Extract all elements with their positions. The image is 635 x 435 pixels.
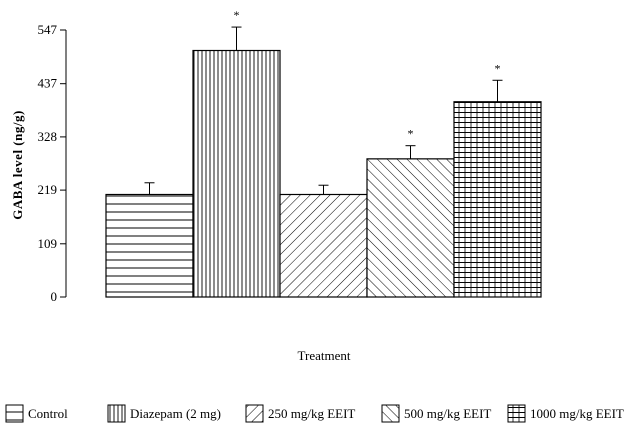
bar xyxy=(105,193,194,298)
significance-marker: * xyxy=(408,127,414,141)
legend-swatch xyxy=(507,404,526,423)
legend-swatch xyxy=(5,404,24,423)
legend-swatch xyxy=(107,404,126,423)
legend-label: Diazepam (2 mg) xyxy=(130,406,221,421)
y-tick-label: 547 xyxy=(38,22,58,37)
legend-label: Control xyxy=(28,406,68,421)
legend: Control Diazepam (2 mg) 250 mg/kg EEIT 500 … xyxy=(5,404,624,423)
plot-area: * * * xyxy=(105,8,542,298)
bar xyxy=(279,193,368,298)
y-tick-label: 437 xyxy=(38,76,58,91)
y-tick-label: 219 xyxy=(38,182,58,197)
axes: 0 109 219 328 437 547 xyxy=(38,22,67,304)
bar xyxy=(192,49,281,298)
bar xyxy=(453,101,542,298)
y-tick-label: 328 xyxy=(38,129,58,144)
legend-label: 1000 mg/kg EEIT xyxy=(530,406,624,421)
significance-marker: * xyxy=(495,61,501,75)
x-axis-title: Treatment xyxy=(298,348,351,363)
y-axis-title: GABA level (ng/g) xyxy=(10,110,25,220)
legend-swatch xyxy=(381,404,400,423)
legend-swatch xyxy=(245,404,264,423)
legend-label: 250 mg/kg EEIT xyxy=(268,406,355,421)
y-tick-label: 109 xyxy=(38,236,58,251)
y-tick-label: 0 xyxy=(51,289,58,304)
bar xyxy=(366,158,455,298)
legend-label: 500 mg/kg EEIT xyxy=(404,406,491,421)
significance-marker: * xyxy=(234,8,240,22)
